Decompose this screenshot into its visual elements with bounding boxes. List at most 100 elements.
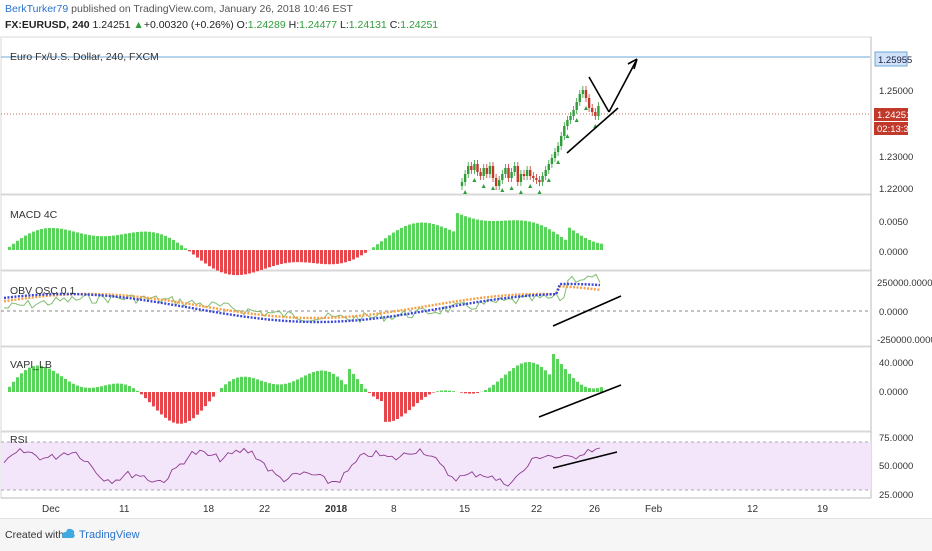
ohlc-high-label: H:: [289, 19, 300, 31]
buy-signal-icon: [500, 188, 504, 192]
chart-area[interactable]: Euro Fx/U.S. Dollar, 240, FXCM MACD 4C O…: [0, 36, 932, 518]
macd-bar: [564, 240, 567, 250]
rsi-pane[interactable]: [1, 442, 871, 490]
symbol-info: FX:EURUSD, 240 1.24251 ▲+0.00320 (+0.26%…: [5, 19, 438, 31]
macd-bar: [468, 218, 471, 250]
macd-bar: [312, 250, 315, 263]
vapi-bar: [340, 380, 343, 392]
macd-bar: [308, 250, 311, 263]
macd-bar: [396, 230, 399, 250]
vapi-bar: [388, 392, 391, 422]
vapi-bar: [508, 371, 511, 392]
macd-bar: [444, 228, 447, 250]
macd-bar: [244, 250, 247, 274]
vapi-bar: [180, 392, 183, 424]
vapi-bar: [428, 392, 431, 394]
macd-bar: [252, 250, 255, 272]
macd-bar: [224, 250, 227, 274]
vapi-bar: [504, 375, 507, 392]
macd-bar: [592, 242, 595, 250]
macd-bar: [144, 232, 147, 250]
candle-body: [479, 172, 481, 176]
macd-bar: [572, 230, 575, 250]
obv-pane[interactable]: [1, 274, 870, 322]
vapi-bar: [548, 374, 551, 392]
vapi-bar: [408, 392, 411, 410]
candle-body: [566, 120, 568, 126]
ohlc-open-label: O:: [237, 19, 248, 31]
candle-body: [569, 116, 571, 120]
tradingview-cloud-icon[interactable]: [60, 526, 76, 540]
macd-bar: [588, 240, 591, 250]
macd-bar: [428, 223, 431, 250]
time-label-6: 8: [391, 504, 397, 515]
macd-bar: [552, 232, 555, 250]
macd-bar: [316, 250, 319, 264]
vapi-bar: [20, 373, 23, 392]
pane-frames: [1, 37, 871, 498]
macd-bar: [304, 250, 307, 262]
vapi-pane[interactable]: [8, 354, 603, 424]
macd-bar: [436, 225, 439, 250]
candle-body: [535, 178, 537, 180]
ohlc-close-label: C:: [390, 19, 401, 31]
candle-body: [507, 168, 509, 178]
ohlc-high: 1.24477: [299, 19, 337, 31]
candle-body: [510, 172, 512, 178]
macd-bar: [56, 228, 59, 250]
vapi-bar: [224, 384, 227, 392]
macd-bar: [432, 224, 435, 250]
macd-bar: [60, 229, 63, 250]
macd-bar: [476, 220, 479, 250]
macd-pane[interactable]: [8, 213, 603, 275]
macd-bar: [232, 250, 235, 275]
macd-bar: [496, 221, 499, 250]
candle-body: [554, 152, 556, 158]
vapi-bar: [16, 377, 19, 392]
vapi-bar: [348, 369, 351, 392]
vapi-bar: [192, 392, 195, 418]
vapi-bar: [328, 372, 331, 392]
macd-bar: [584, 238, 587, 250]
macd-bar: [416, 223, 419, 250]
trend-drawings[interactable]: [539, 59, 637, 468]
candle-body: [576, 102, 578, 110]
vapi-bar: [120, 384, 123, 392]
vapi-bar: [356, 379, 359, 392]
vapi-bar: [424, 392, 427, 397]
macd-bar: [140, 232, 143, 250]
axis-label-3: 1.24251: [877, 110, 911, 121]
vapi-bar: [532, 363, 535, 392]
macd-bar: [28, 233, 31, 250]
vapi-bar: [280, 384, 283, 392]
vapi-bar: [332, 374, 335, 392]
vapi-bar: [320, 371, 323, 392]
footer: Created with TradingView: [0, 518, 932, 551]
macd-bar: [568, 228, 571, 250]
macd-bar: [532, 222, 535, 250]
candle-body: [594, 112, 596, 116]
vapi-bar: [276, 384, 279, 392]
macd-bar: [328, 250, 331, 264]
vapi-bar: [172, 392, 175, 423]
candle-body: [538, 180, 540, 182]
macd-bar: [8, 247, 11, 250]
price-pane[interactable]: [1, 57, 870, 194]
macd-bar: [96, 236, 99, 250]
macd-bar: [344, 250, 347, 262]
author-link[interactable]: BerkTurker79: [5, 3, 68, 15]
ohlc-open: 1.24289: [248, 19, 286, 31]
macd-bar: [580, 236, 583, 250]
candle-body: [591, 108, 593, 112]
vapi-bar: [352, 374, 355, 392]
macd-bar: [384, 238, 387, 250]
macd-bar: [560, 237, 563, 250]
time-label-3: 18: [203, 504, 215, 515]
vapi-bar: [56, 373, 59, 392]
macd-bar: [464, 216, 467, 250]
vapi-bar: [12, 382, 15, 392]
tradingview-brand[interactable]: TradingView: [79, 529, 140, 541]
macd-bar: [136, 232, 139, 250]
time-label-4: 22: [259, 504, 271, 515]
rsi-title: RSI: [10, 434, 28, 446]
